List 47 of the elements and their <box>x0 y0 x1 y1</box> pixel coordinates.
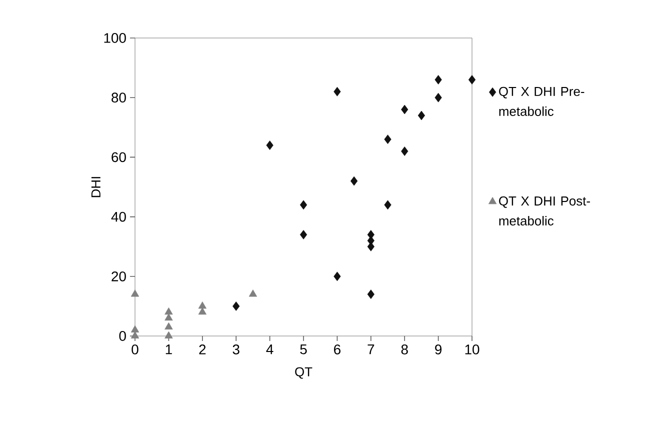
x-tick-label: 3 <box>232 344 240 354</box>
point <box>401 104 408 114</box>
point <box>164 313 173 321</box>
point <box>164 331 173 338</box>
point <box>334 86 341 96</box>
point <box>401 146 408 156</box>
x-tick-label: 8 <box>401 344 408 354</box>
x-axis-title: QT <box>295 367 312 379</box>
point <box>434 92 442 102</box>
point <box>232 302 240 311</box>
point <box>130 325 140 332</box>
point <box>434 75 442 84</box>
point <box>300 200 308 210</box>
y-tick-label: 40 <box>111 212 126 222</box>
point <box>164 307 173 315</box>
x-tick-label: 2 <box>199 344 206 354</box>
point <box>164 322 173 330</box>
x-tick-label: 5 <box>300 344 307 354</box>
point <box>300 230 308 240</box>
point <box>198 302 206 309</box>
y-tick-label: 20 <box>112 271 126 282</box>
y-axis-title: DHI <box>91 177 100 198</box>
point <box>418 110 426 120</box>
point <box>266 140 274 150</box>
legend-label: QT X DHI Post-metabolic <box>499 196 590 226</box>
point <box>130 290 140 297</box>
x-tick-label: 6 <box>334 344 340 354</box>
point <box>384 200 392 210</box>
point <box>130 331 140 338</box>
y-tick-label: 0 <box>119 331 126 341</box>
point <box>367 290 374 299</box>
legend-label: QT X DHI Pre-metabolic <box>499 86 584 116</box>
x-tick-label: 7 <box>368 344 374 354</box>
x-tick-label: 9 <box>435 344 442 354</box>
point <box>384 134 392 144</box>
x-tick-label: 0 <box>132 344 138 354</box>
point <box>367 242 374 252</box>
point <box>248 290 258 297</box>
x-tick-label: 10 <box>465 344 480 354</box>
y-tick-label: 80 <box>112 92 126 103</box>
point <box>350 176 358 186</box>
y-tick-label: 60 <box>112 152 126 162</box>
x-tick-label: 4 <box>266 344 274 354</box>
point <box>334 272 341 282</box>
point <box>468 75 476 84</box>
x-tick-label: 1 <box>166 344 172 354</box>
y-tick-label: 100 <box>104 33 126 43</box>
